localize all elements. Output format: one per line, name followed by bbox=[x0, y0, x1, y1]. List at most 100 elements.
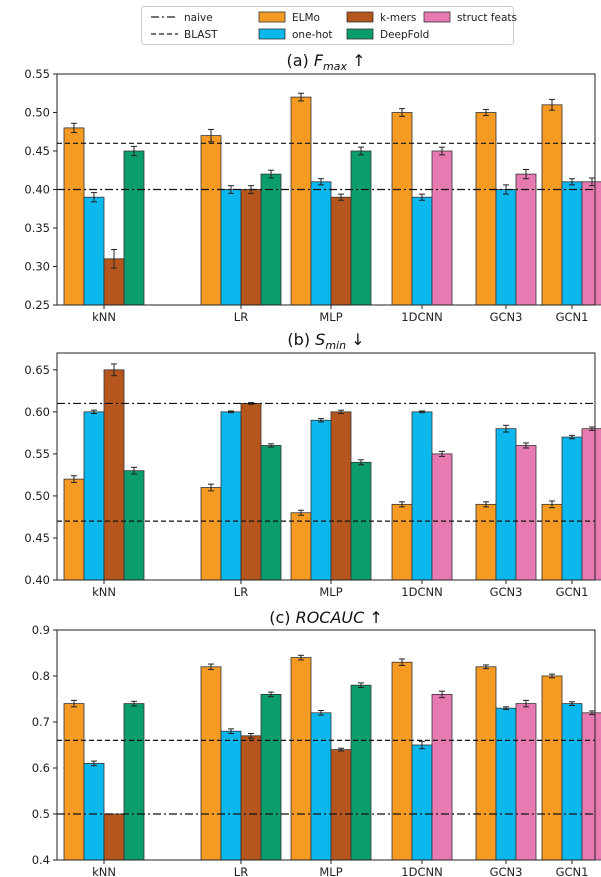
bar-struct-feats bbox=[431, 694, 453, 861]
bar-elmo bbox=[290, 96, 312, 306]
legend: naive BLAST ELMo one-hot k-mers DeepFold struc… bbox=[141, 6, 517, 45]
bar-elmo bbox=[200, 487, 222, 581]
panel-title: (b) Smin ↓ bbox=[287, 330, 364, 352]
bar-k-mers bbox=[103, 813, 125, 861]
bar-k-mers bbox=[330, 749, 352, 861]
panel-title-prefix: (b) bbox=[287, 330, 315, 349]
x-tick-label: LR bbox=[234, 585, 248, 599]
legend-swatch-deepfold bbox=[346, 28, 374, 40]
legend-label: one-hot bbox=[292, 29, 333, 41]
bar-elmo bbox=[475, 666, 497, 861]
bar-one-hot bbox=[83, 196, 105, 306]
bar-one-hot bbox=[495, 189, 517, 306]
y-tick-label: 0.50 bbox=[24, 489, 50, 503]
x-tick-label: 1DCNN bbox=[401, 585, 442, 599]
y-tick-label: 0.40 bbox=[24, 183, 50, 197]
plot-frame bbox=[56, 352, 596, 581]
y-tick-label: 0.6 bbox=[32, 761, 50, 775]
y-tick-label: 0.55 bbox=[24, 67, 50, 81]
panel-title-metric: F bbox=[314, 51, 324, 70]
bar-struct-feats bbox=[431, 453, 453, 581]
x-tick-label: MLP bbox=[319, 865, 342, 877]
y-tick-label: 0.8 bbox=[32, 669, 50, 683]
bar-deepfold bbox=[350, 684, 372, 861]
chart-panel-2: (b) Smin ↓ 0.40 0.45 0.50 0.55 0.60 0.65 kNN LR M… bbox=[24, 330, 601, 599]
bar-k-mers bbox=[240, 403, 262, 581]
x-tick-label: kNN bbox=[92, 585, 116, 599]
bar-deepfold bbox=[260, 694, 282, 861]
y-tick-label: 0.9 bbox=[32, 623, 50, 637]
bar-deepfold bbox=[260, 445, 282, 581]
bar-one-hot bbox=[83, 763, 105, 861]
bar-one-hot bbox=[220, 189, 242, 306]
panel-title-arrow: ↑ bbox=[347, 51, 366, 70]
y-tick-label: 0.60 bbox=[24, 405, 50, 419]
panel-title-prefix: (a) bbox=[286, 51, 313, 70]
x-tick-label: GCN3 bbox=[490, 310, 523, 324]
bar-deepfold bbox=[260, 173, 282, 306]
bar-struct-feats bbox=[515, 173, 537, 306]
panel-title-arrow: ↓ bbox=[346, 330, 365, 349]
y-tick-label: 0.25 bbox=[24, 298, 50, 312]
chart-panels: (a) Fmax ↑ 0.25 0.30 0.35 0.40 0.45 0.50 0.55 kN… bbox=[24, 51, 601, 877]
panel-title: (c) ROCAUC ↑ bbox=[269, 608, 383, 627]
legend-label: DeepFold bbox=[380, 29, 429, 41]
x-tick-label: GCN1 bbox=[556, 865, 589, 877]
bar-k-mers bbox=[240, 189, 262, 306]
bar-struct-feats bbox=[581, 181, 601, 306]
y-tick-label: 0.45 bbox=[24, 144, 50, 158]
bar-one-hot bbox=[310, 181, 332, 306]
x-tick-label: LR bbox=[234, 310, 248, 324]
bar-elmo bbox=[391, 112, 413, 306]
bar-deepfold bbox=[123, 470, 145, 581]
legend-swatch-struct-feats bbox=[423, 11, 451, 23]
bar-one-hot bbox=[83, 411, 105, 581]
bar-elmo bbox=[290, 512, 312, 581]
bar-elmo bbox=[63, 703, 85, 861]
bar-one-hot bbox=[310, 419, 332, 581]
bar-one-hot bbox=[411, 411, 433, 581]
legend-swatch-k-mers bbox=[346, 11, 374, 23]
bar-elmo bbox=[541, 675, 563, 861]
x-tick-label: MLP bbox=[319, 585, 342, 599]
bar-k-mers bbox=[330, 411, 352, 581]
panel-title-metric: S bbox=[315, 330, 325, 349]
y-tick-label: 0.65 bbox=[24, 363, 50, 377]
bar-one-hot bbox=[310, 712, 332, 861]
bar-k-mers bbox=[330, 196, 352, 306]
bar-deepfold bbox=[350, 150, 372, 306]
chart-panel-1: (a) Fmax ↑ 0.25 0.30 0.35 0.40 0.45 0.50 0.55 kN… bbox=[24, 51, 601, 324]
bar-one-hot bbox=[495, 707, 517, 861]
bar-deepfold bbox=[123, 703, 145, 861]
y-tick-label: 0.45 bbox=[24, 531, 50, 545]
bar-struct-feats bbox=[581, 428, 601, 581]
bar-one-hot bbox=[411, 744, 433, 861]
x-tick-label: kNN bbox=[92, 865, 116, 877]
y-tick-label: 0.7 bbox=[32, 715, 50, 729]
plot-frame bbox=[56, 629, 596, 861]
bar-elmo bbox=[290, 657, 312, 861]
legend-label: ELMo bbox=[292, 12, 320, 24]
bar-one-hot bbox=[561, 703, 583, 861]
panel-title-subscript: min bbox=[325, 339, 346, 352]
bar-deepfold bbox=[123, 150, 145, 306]
bar-elmo bbox=[63, 127, 85, 306]
y-tick-label: 0.55 bbox=[24, 447, 50, 461]
bar-elmo bbox=[475, 112, 497, 306]
bar-one-hot bbox=[495, 428, 517, 581]
x-tick-label: GCN1 bbox=[556, 310, 589, 324]
panel-title: (a) Fmax ↑ bbox=[286, 51, 365, 73]
bar-one-hot bbox=[220, 730, 242, 861]
bar-elmo bbox=[200, 666, 222, 861]
panel-title-subscript: max bbox=[323, 60, 347, 73]
bar-elmo bbox=[63, 478, 85, 581]
bar-struct-feats bbox=[581, 712, 601, 861]
chart-panel-3: (c) ROCAUC ↑ 0.4 0.5 0.6 0.7 0.8 0.9 kNN LR MLP 1D… bbox=[32, 608, 601, 877]
bar-elmo bbox=[391, 661, 413, 861]
x-tick-label: MLP bbox=[319, 310, 342, 324]
bar-struct-feats bbox=[515, 703, 537, 861]
legend-label: struct feats bbox=[457, 12, 517, 24]
legend-label: k-mers bbox=[380, 12, 416, 24]
x-tick-label: GCN3 bbox=[490, 865, 523, 877]
